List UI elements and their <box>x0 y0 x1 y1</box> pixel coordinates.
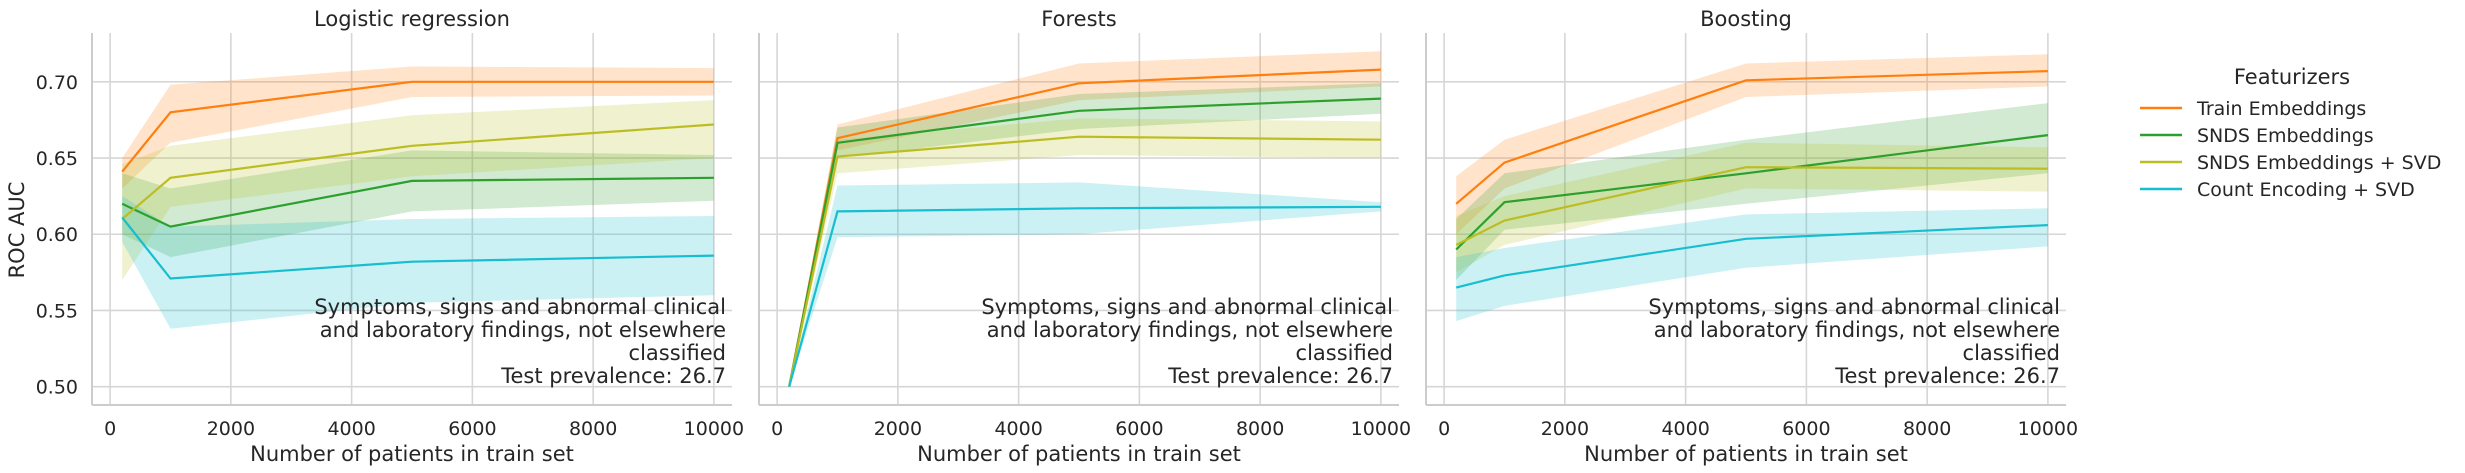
x-tick-label: 4000 <box>327 418 375 440</box>
confidence-band <box>1456 208 2048 322</box>
confidence-band <box>122 150 714 258</box>
x-tick-label: 6000 <box>448 418 496 440</box>
series-line <box>1455 166 2048 246</box>
x-tick-label: 0 <box>771 418 783 440</box>
legend-item: Count Encoding + SVD <box>2140 179 2415 201</box>
legend-title: Featurizers <box>2234 65 2350 89</box>
confidence-band <box>789 118 1381 387</box>
x-tick-label: 10000 <box>2018 418 2078 440</box>
x-tick-label: 10000 <box>1351 418 1411 440</box>
annotation-line: and laboratory findings, not elsewhere <box>1654 318 2060 342</box>
x-tick-label: 2000 <box>874 418 922 440</box>
series-line <box>1455 224 2048 289</box>
chart-panels: 0 2000 4000 6000 8000 10000 0.50 0.55 0.60 0.65 0.… <box>36 7 2078 466</box>
annotation-line: classified <box>629 341 726 365</box>
annotation: Symptoms, signs and abnormal clinicaland… <box>981 295 1393 388</box>
x-tick-label: 8000 <box>1903 418 1951 440</box>
series-line <box>121 80 714 173</box>
series-line <box>121 123 714 220</box>
y-axis-label: ROC AUC <box>5 182 29 279</box>
x-tick-label: 0 <box>1438 418 1450 440</box>
panel-0: 0 2000 4000 6000 8000 10000 0.50 0.55 0.60 0.65 0.… <box>36 7 744 466</box>
annotation-line: and laboratory findings, not elsewhere <box>320 318 726 342</box>
annotation: Symptoms, signs and abnormal clinicaland… <box>314 295 726 388</box>
x-axis-label: Number of patients in train set <box>1584 442 1908 466</box>
legend: Featurizers Train Embeddings SNDS Embeddi… <box>2140 65 2441 201</box>
y-tick-label: 0.60 <box>36 224 78 246</box>
annotation-line: Test prevalence: 26.7 <box>1167 364 1393 388</box>
annotation-line: Symptoms, signs and abnormal clinical <box>314 295 726 319</box>
confidence-band <box>789 83 1381 387</box>
panel-2: 0 2000 4000 6000 8000 10000 Boosting Number of … <box>1425 7 2078 466</box>
x-axis-label: Number of patients in train set <box>917 442 1241 466</box>
legend-label: Count Encoding + SVD <box>2197 179 2415 201</box>
series-line <box>788 205 1381 387</box>
legend-item: Train Embeddings <box>2140 98 2366 120</box>
y-tick-label: 0.55 <box>36 300 78 322</box>
legend-entries: Train Embeddings SNDS Embeddings SNDS Embe… <box>2140 98 2441 201</box>
annotation-line: classified <box>1963 341 2060 365</box>
series-line <box>1455 134 2049 251</box>
series-line <box>788 97 1381 387</box>
legend-label: SNDS Embeddings <box>2197 125 2374 147</box>
panel-title: Forests <box>1041 7 1116 31</box>
y-tick-label: 0.70 <box>36 72 78 94</box>
x-tick-label: 6000 <box>1782 418 1830 440</box>
confidence-band <box>122 100 714 280</box>
x-tick-label: 2000 <box>1541 418 1589 440</box>
x-tick-label: 2000 <box>207 418 255 440</box>
panel-title: Boosting <box>1700 7 1792 31</box>
series-line <box>788 135 1381 387</box>
series-line <box>121 216 714 280</box>
x-tick-label: 10000 <box>684 418 744 440</box>
confidence-band <box>122 66 714 189</box>
legend-item: SNDS Embeddings + SVD <box>2140 152 2441 174</box>
annotation-line: Symptoms, signs and abnormal clinical <box>981 295 1393 319</box>
legend-label: Train Embeddings <box>2196 98 2366 120</box>
annotation-line: Test prevalence: 26.7 <box>500 364 726 388</box>
panel-1: 0 2000 4000 6000 8000 10000 Forests Number of p… <box>758 7 1411 466</box>
x-tick-label: 0 <box>104 418 116 440</box>
x-tick-label: 4000 <box>1661 418 1709 440</box>
y-tick-label: 0.65 <box>36 148 78 170</box>
annotation: Symptoms, signs and abnormal clinicaland… <box>1648 295 2060 388</box>
confidence-band <box>789 51 1381 387</box>
x-tick-label: 4000 <box>994 418 1042 440</box>
y-tick-label: 0.50 <box>36 377 78 399</box>
legend-item: SNDS Embeddings <box>2140 125 2374 147</box>
x-tick-label: 8000 <box>1236 418 1284 440</box>
annotation-line: and laboratory findings, not elsewhere <box>987 318 1393 342</box>
legend-label: SNDS Embeddings + SVD <box>2197 152 2441 174</box>
annotation-line: classified <box>1296 341 1393 365</box>
x-axis-label: Number of patients in train set <box>250 442 574 466</box>
confidence-band <box>789 182 1381 387</box>
series-line <box>1455 70 2048 205</box>
panel-title: Logistic regression <box>314 7 510 31</box>
x-tick-label: 6000 <box>1115 418 1163 440</box>
confidence-band <box>1456 103 2048 280</box>
series-line <box>121 176 714 228</box>
x-tick-label: 8000 <box>569 418 617 440</box>
confidence-band <box>1456 142 2048 273</box>
annotation-line: Symptoms, signs and abnormal clinical <box>1648 295 2060 319</box>
annotation-line: Test prevalence: 26.7 <box>1834 364 2060 388</box>
